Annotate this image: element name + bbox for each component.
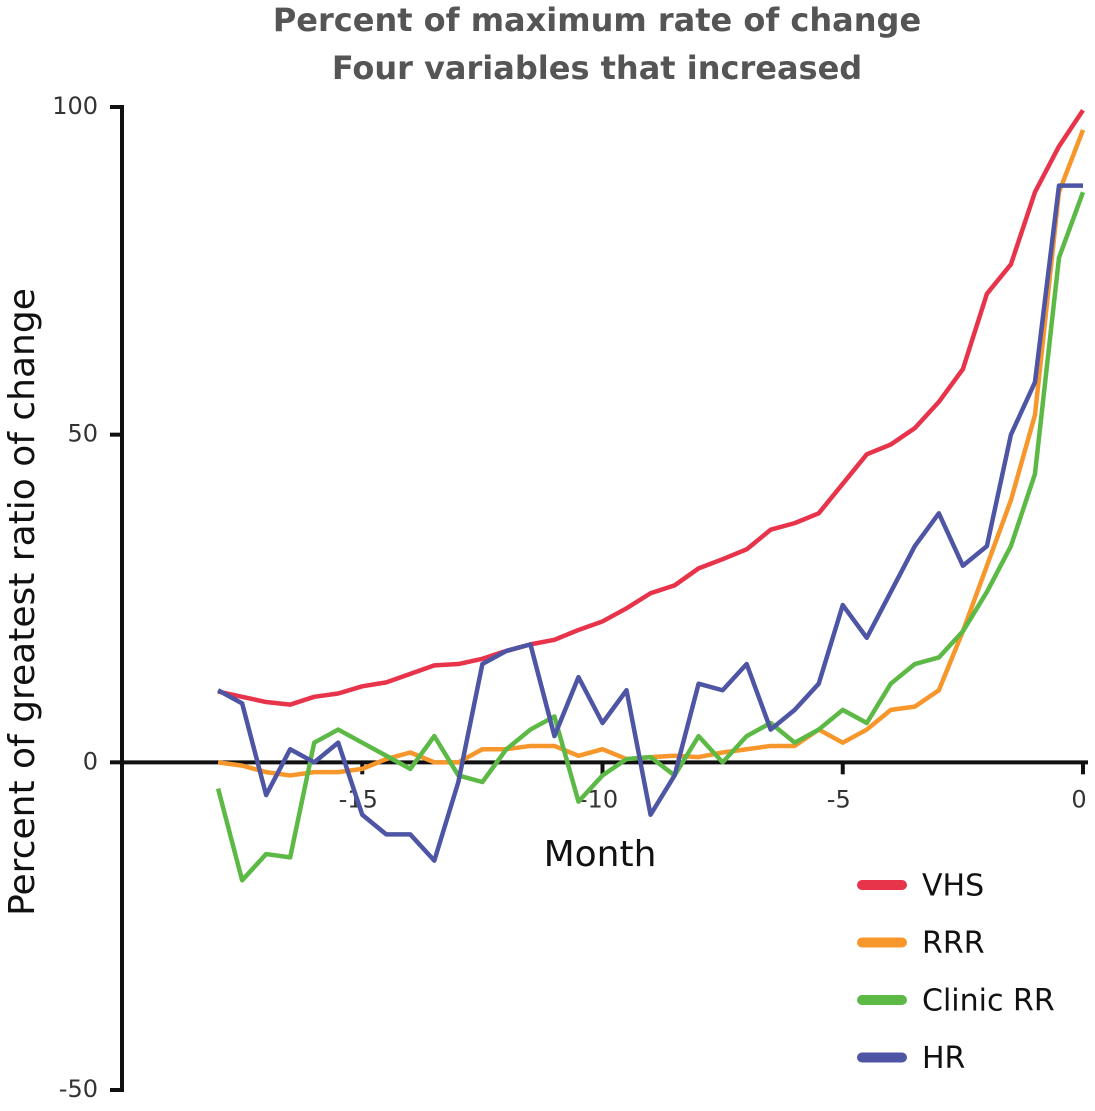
series-line (217, 129, 1086, 778)
legend-label: VHS (922, 869, 984, 904)
chart-title: Percent of maximum rate of change (273, 1, 921, 39)
series-line (215, 191, 1086, 883)
legend-label: RRR (922, 926, 985, 961)
y-axis-title: Percent of greatest ratio of change (2, 288, 43, 916)
x-tick-label: -10 (579, 785, 618, 813)
y-tick-label: 0 (83, 747, 98, 775)
y-tick-label: -50 (59, 1075, 98, 1103)
chart-subtitle: Four variables that increased (332, 49, 862, 87)
series-line (217, 183, 1083, 863)
x-tick-label: 0 (1071, 785, 1086, 813)
y-tick-label: 50 (67, 420, 98, 448)
y-tick-label: 100 (52, 92, 98, 120)
legend-label: Clinic RR (922, 984, 1055, 1019)
series-line (217, 109, 1085, 707)
legend-label: HR (922, 1041, 965, 1076)
x-tick-label: -5 (827, 785, 851, 813)
x-axis-title: Month (544, 834, 657, 875)
